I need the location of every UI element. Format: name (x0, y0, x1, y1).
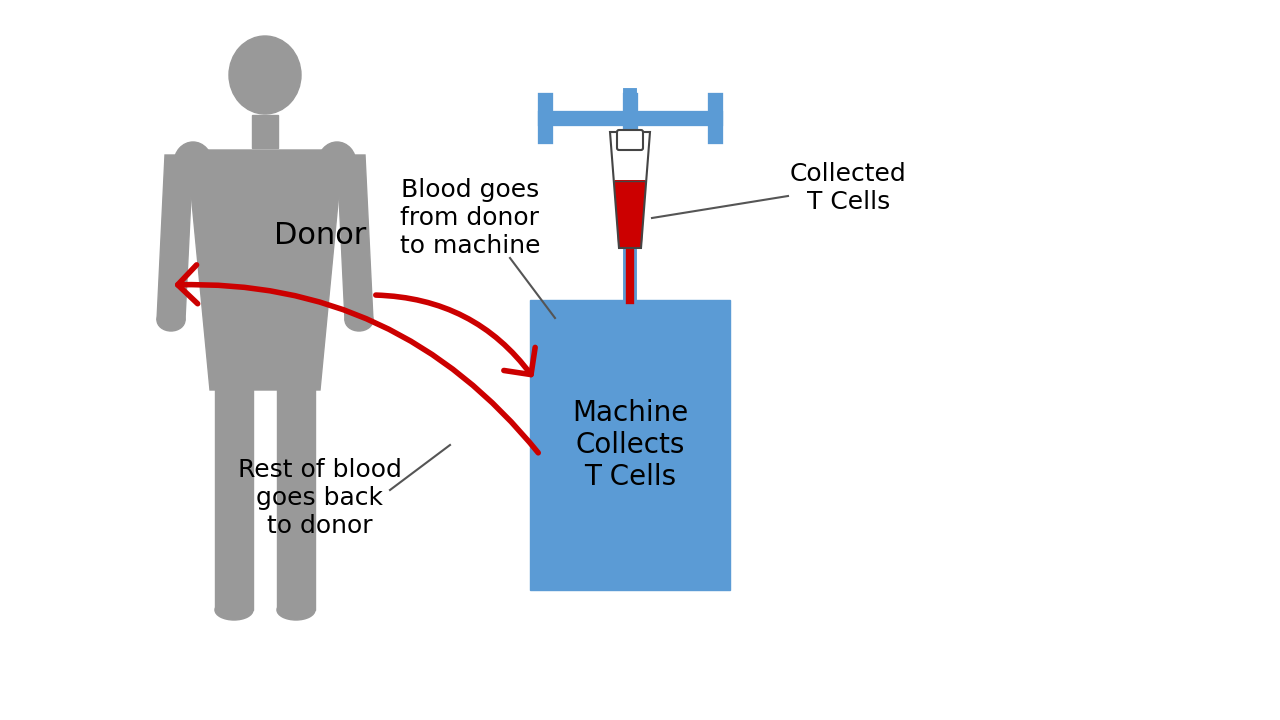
Ellipse shape (317, 142, 356, 184)
Polygon shape (215, 388, 253, 610)
Polygon shape (157, 155, 193, 320)
Ellipse shape (215, 600, 253, 620)
FancyBboxPatch shape (617, 130, 643, 150)
Text: Donor: Donor (274, 220, 366, 250)
Text: Blood goes
from donor
to machine: Blood goes from donor to machine (399, 179, 540, 258)
Ellipse shape (346, 309, 372, 331)
Ellipse shape (157, 309, 186, 331)
Polygon shape (611, 132, 650, 248)
Polygon shape (187, 150, 343, 390)
Text: Collected
T Cells: Collected T Cells (790, 162, 906, 214)
Text: Rest of blood
goes back
to donor: Rest of blood goes back to donor (238, 458, 402, 538)
Ellipse shape (174, 142, 212, 184)
FancyArrowPatch shape (376, 295, 535, 374)
Ellipse shape (229, 36, 301, 114)
FancyArrowPatch shape (178, 265, 539, 453)
Text: Machine
Collects
T Cells: Machine Collects T Cells (572, 399, 689, 492)
Polygon shape (276, 388, 315, 610)
Polygon shape (252, 115, 278, 148)
Polygon shape (611, 132, 650, 181)
Bar (530, 300, 730, 590)
Polygon shape (614, 181, 645, 248)
Polygon shape (337, 155, 372, 320)
Ellipse shape (276, 600, 315, 620)
